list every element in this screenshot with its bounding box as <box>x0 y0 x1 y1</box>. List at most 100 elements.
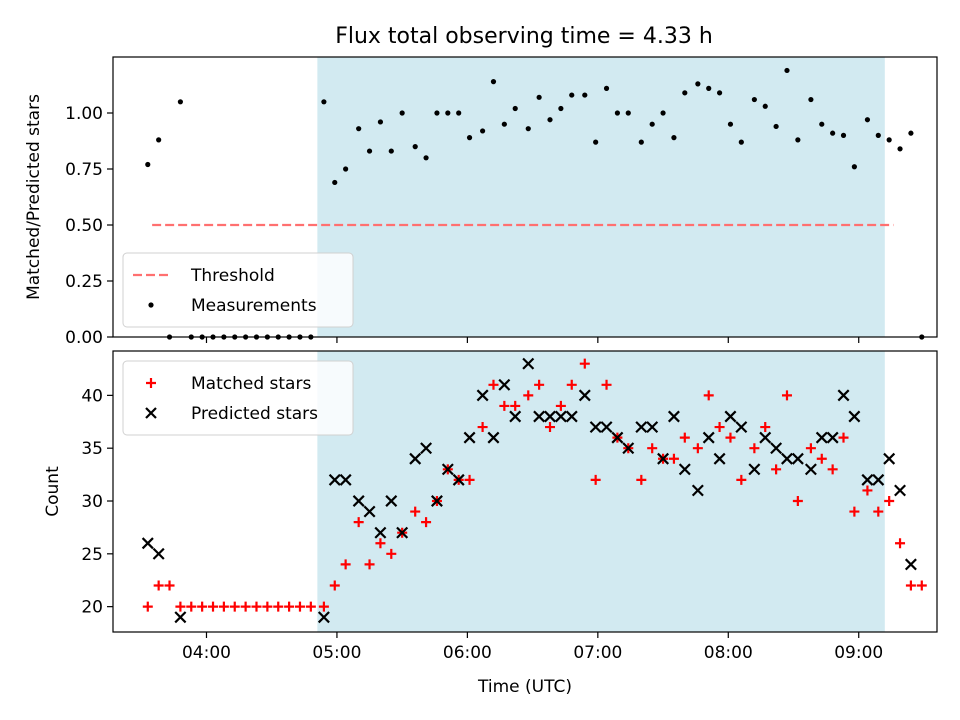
data-point <box>706 85 712 91</box>
data-point <box>522 357 535 370</box>
legend-matched-swatch <box>146 378 156 388</box>
y-tick-label: 0.75 <box>65 160 103 180</box>
data-point <box>452 473 465 486</box>
y-tick-label: 30 <box>81 492 103 512</box>
data-point <box>510 400 521 411</box>
data-point <box>499 400 510 411</box>
legend-box <box>122 360 354 436</box>
data-point <box>816 453 827 464</box>
data-point <box>284 601 295 612</box>
data-point <box>498 378 511 391</box>
data-point <box>251 601 262 612</box>
data-point <box>851 164 857 170</box>
data-point <box>614 110 621 116</box>
data-point <box>555 400 566 411</box>
data-point <box>781 452 793 465</box>
data-point <box>487 431 500 444</box>
y-tick-label: 1.00 <box>65 104 103 124</box>
data-point <box>578 389 591 402</box>
data-point <box>534 379 545 390</box>
data-point <box>791 452 804 465</box>
legend: Threshold Measurements <box>122 252 354 328</box>
y-tick-label: 0.25 <box>65 272 103 292</box>
data-point <box>396 526 409 539</box>
data-point <box>558 105 564 112</box>
data-point <box>329 580 340 591</box>
y-tick-label: 20 <box>81 598 103 618</box>
data-point <box>714 422 725 433</box>
data-point <box>388 148 394 154</box>
data-point <box>908 130 914 136</box>
data-point <box>826 431 839 444</box>
data-point <box>895 538 906 549</box>
data-point <box>649 121 655 127</box>
data-point <box>862 485 873 496</box>
data-point <box>762 103 768 109</box>
data-point <box>905 580 916 591</box>
data-point <box>904 558 917 571</box>
data-point <box>339 473 352 486</box>
data-point <box>343 166 349 172</box>
data-point <box>678 463 691 476</box>
data-point <box>240 601 251 612</box>
data-point <box>875 132 881 138</box>
data-point <box>441 463 454 476</box>
data-point <box>692 443 703 454</box>
data-point <box>727 121 734 127</box>
legend-measurements-swatch <box>148 302 154 308</box>
data-point <box>725 432 736 443</box>
data-point <box>646 421 659 434</box>
data-point <box>771 464 782 475</box>
bottom-panel: 04:00 05:00 06:00 07:00 08:00 09:00 20 25 30 35 40… <box>43 350 938 697</box>
data-point <box>480 128 486 134</box>
data-point <box>375 538 386 549</box>
legend-label: Measurements <box>191 296 317 316</box>
data-point <box>819 121 825 127</box>
data-point <box>873 506 884 517</box>
data-point <box>352 495 365 507</box>
data-point <box>657 452 670 465</box>
data-point <box>916 580 927 591</box>
series-matched-stars <box>142 358 927 612</box>
data-point <box>883 452 896 465</box>
x-tick-label: 07:00 <box>573 643 622 663</box>
data-point <box>770 442 783 455</box>
top-panel: 0.00 0.25 0.50 0.75 1.00 Matched/Predicted st… <box>24 56 938 348</box>
legend-label: Threshold <box>190 266 275 286</box>
y-tick-label: 25 <box>81 545 103 565</box>
data-point <box>385 495 398 507</box>
data-point <box>713 452 726 465</box>
data-point <box>318 601 329 612</box>
data-point <box>600 421 613 434</box>
data-point <box>366 148 373 154</box>
x-tick-label: 09:00 <box>834 643 883 663</box>
data-point <box>386 548 397 559</box>
figure-title: Flux total observing time = 4.33 h <box>335 24 713 49</box>
data-point <box>321 99 327 105</box>
legend-box <box>122 252 354 328</box>
y-axis-label: Count <box>43 466 63 517</box>
data-point <box>164 580 175 591</box>
y-tick-label: 0.00 <box>65 328 103 348</box>
data-point <box>328 473 341 486</box>
data-point <box>647 443 658 454</box>
data-point <box>827 464 838 475</box>
data-point <box>886 137 892 143</box>
data-point <box>317 611 330 624</box>
data-point <box>363 505 376 518</box>
data-point <box>815 431 828 444</box>
data-point <box>838 432 849 443</box>
data-point <box>792 496 803 507</box>
data-point <box>840 132 847 138</box>
data-point <box>849 506 860 517</box>
observing-window-shading <box>317 57 885 337</box>
data-point <box>691 484 704 497</box>
data-point <box>569 92 575 98</box>
data-point <box>660 110 666 116</box>
data-point <box>589 421 602 434</box>
data-point <box>781 390 792 401</box>
data-point <box>208 601 219 612</box>
data-point <box>622 442 635 455</box>
data-point <box>579 358 590 369</box>
axes-frame <box>112 56 938 338</box>
